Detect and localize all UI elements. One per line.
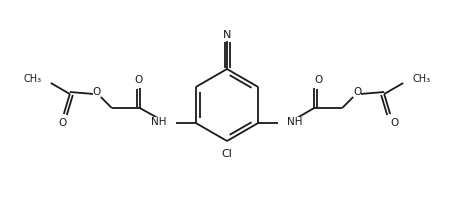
Text: O: O xyxy=(353,87,361,97)
Text: O: O xyxy=(314,75,322,85)
Text: NH: NH xyxy=(287,117,303,127)
Text: O: O xyxy=(390,118,398,128)
Text: N: N xyxy=(223,30,231,40)
Text: CH₃: CH₃ xyxy=(412,74,430,84)
Text: NH: NH xyxy=(152,117,167,127)
Text: Cl: Cl xyxy=(222,149,233,159)
Text: O: O xyxy=(135,75,143,85)
Text: O: O xyxy=(93,87,101,97)
Text: CH₃: CH₃ xyxy=(24,74,42,84)
Text: O: O xyxy=(59,118,67,128)
